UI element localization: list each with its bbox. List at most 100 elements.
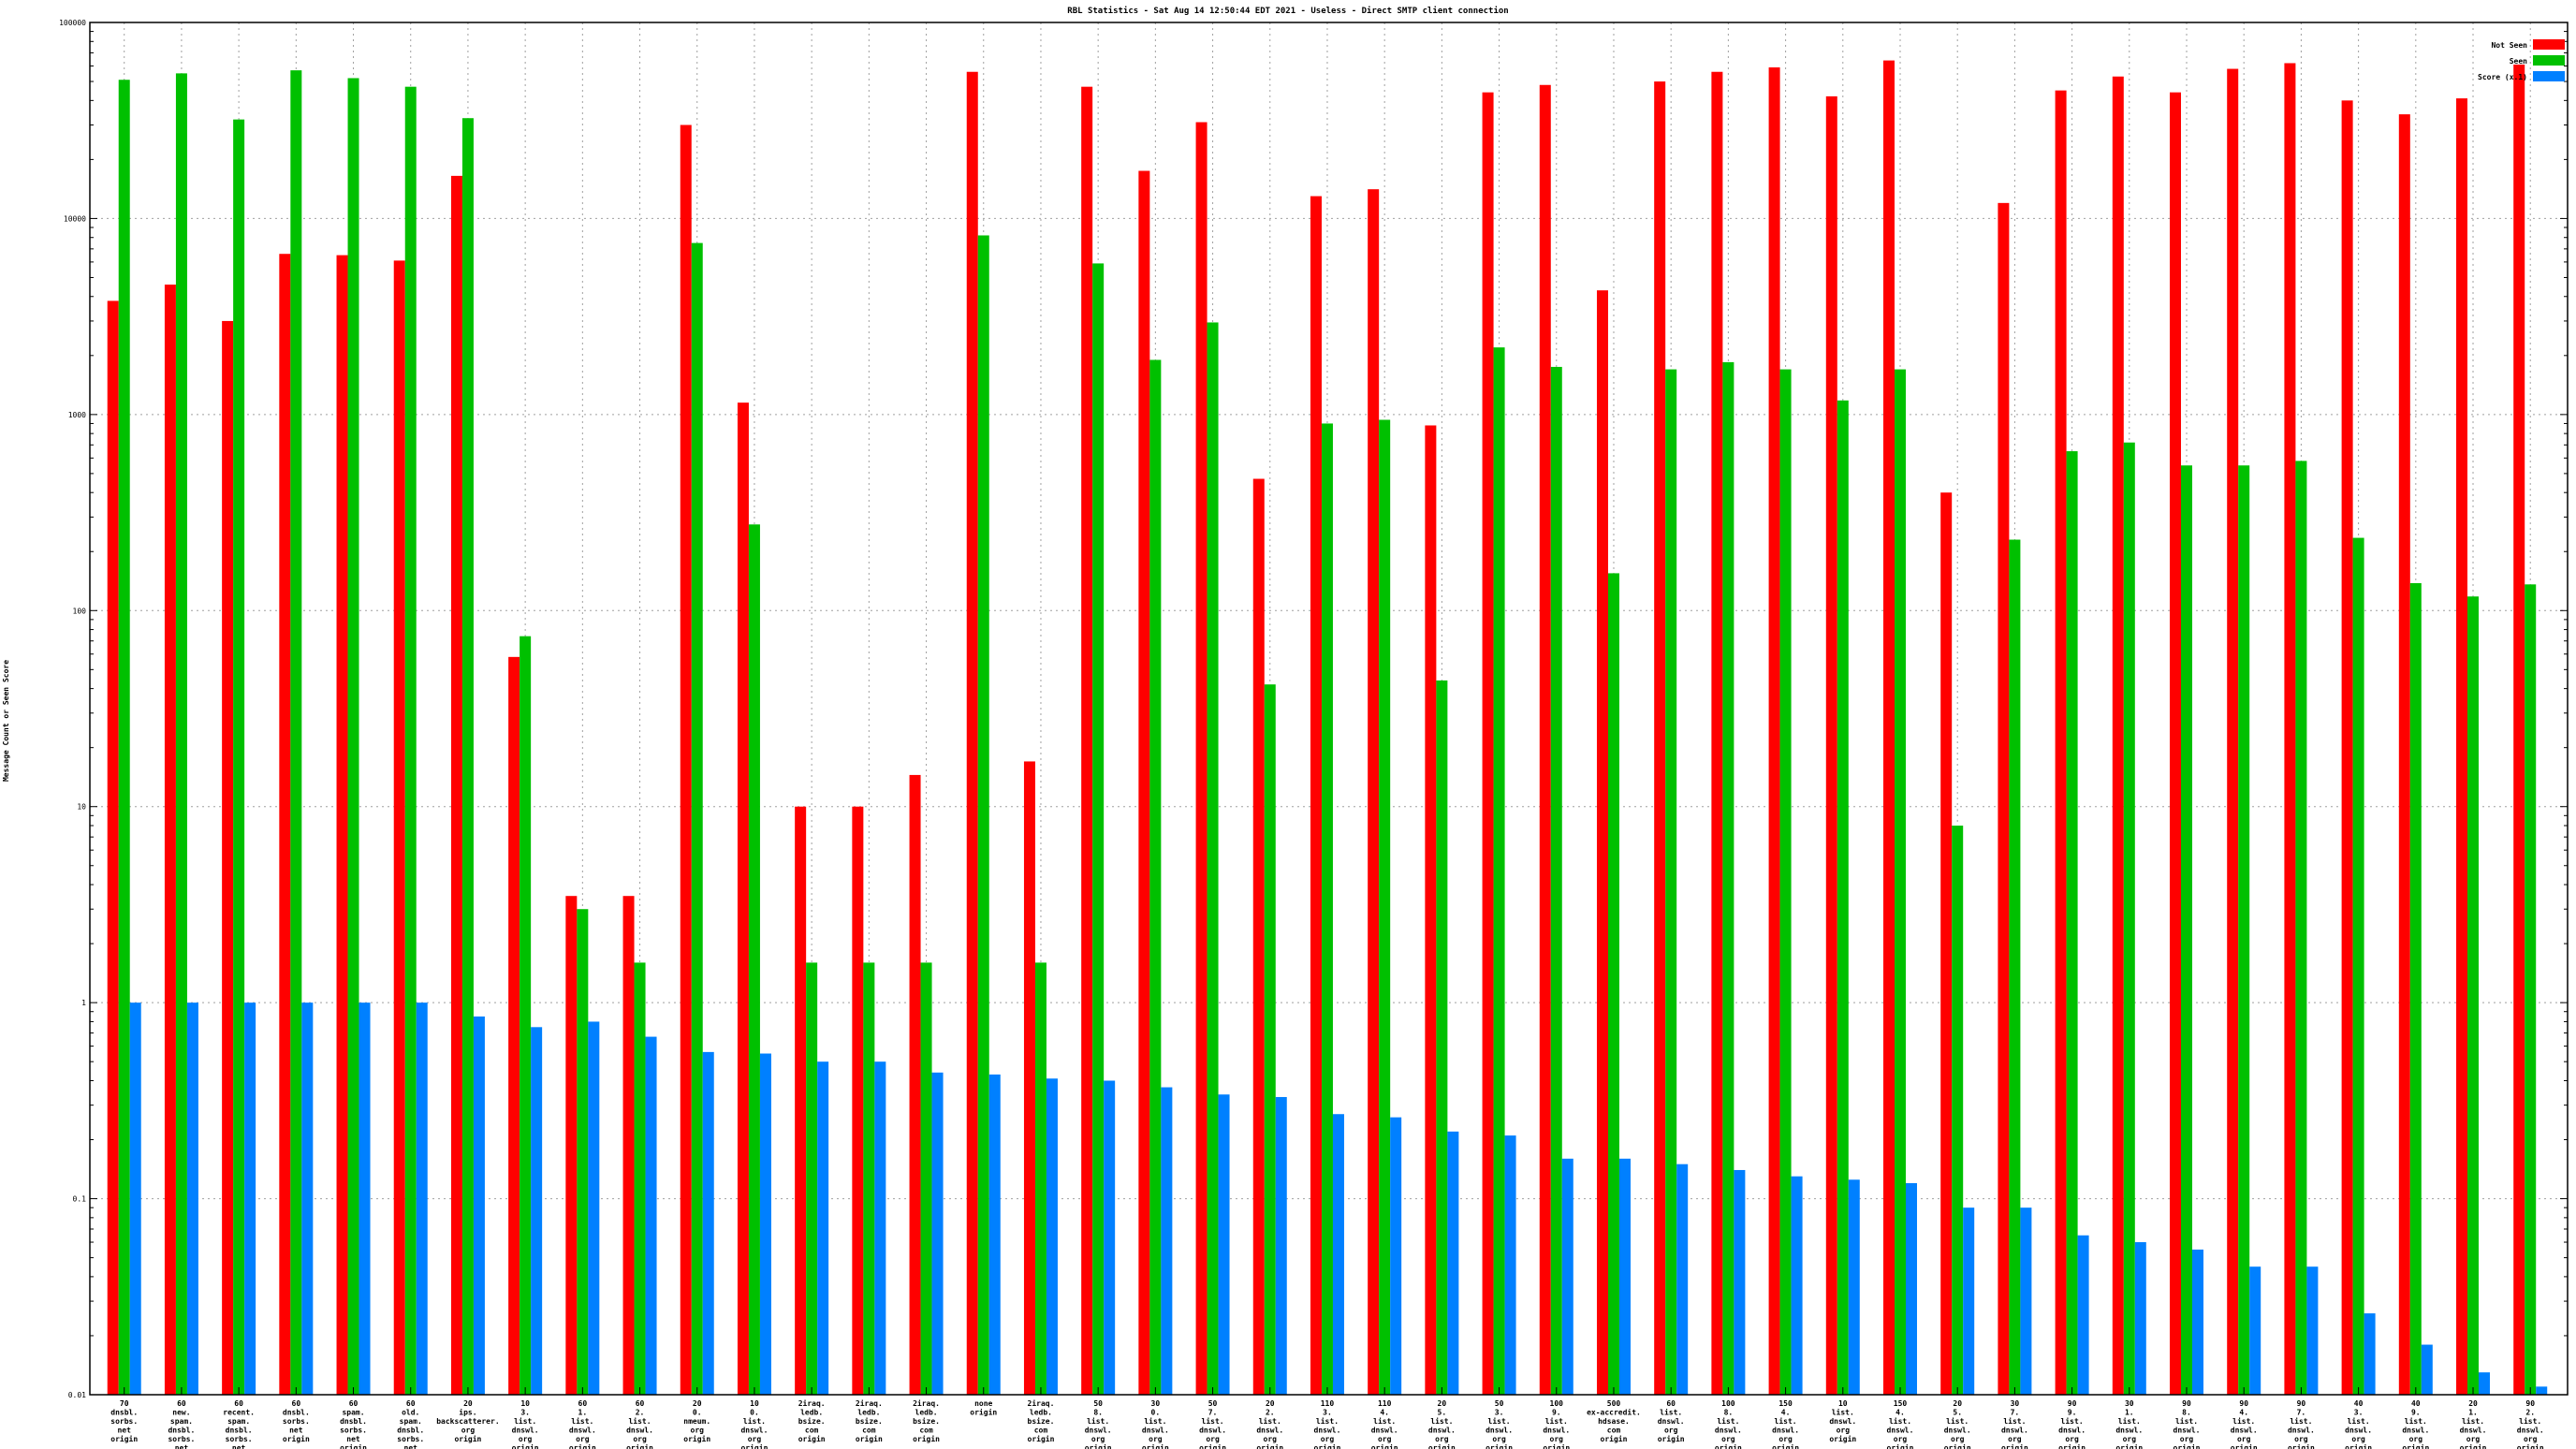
x-category-line: dnswl. bbox=[2402, 1427, 2429, 1435]
bar-not-seen bbox=[565, 896, 578, 1395]
bar-score-x-1 bbox=[2192, 1249, 2204, 1395]
bar-seen bbox=[520, 636, 532, 1395]
x-category-line: org bbox=[1435, 1435, 1449, 1443]
x-category-line: dnswl. bbox=[2231, 1427, 2258, 1435]
bar-not-seen bbox=[1081, 86, 1093, 1395]
x-category-label: 60 dnsbl. sorbs. net origin bbox=[283, 1399, 310, 1443]
bar-not-seen bbox=[107, 300, 119, 1396]
x-category-line: dnswl. bbox=[2345, 1427, 2372, 1435]
x-category-line: org bbox=[1492, 1435, 1506, 1443]
bar-not-seen bbox=[1998, 202, 2010, 1396]
bar-score-x-1 bbox=[2077, 1235, 2089, 1395]
x-category-line: 4. bbox=[1781, 1409, 1791, 1417]
x-category-line: origin bbox=[512, 1443, 539, 1449]
x-category-line: dnswl. bbox=[2058, 1427, 2086, 1435]
x-category-line: list. bbox=[743, 1416, 766, 1426]
x-category-label: 20 2. list. dnswl. org origin bbox=[1256, 1399, 1283, 1449]
bar-not-seen bbox=[737, 402, 749, 1396]
x-category-line: bsize. bbox=[798, 1416, 826, 1426]
x-category-line: 110 bbox=[1321, 1399, 1335, 1408]
bar-seen bbox=[1379, 419, 1391, 1396]
bar-seen bbox=[1607, 573, 1619, 1395]
bar-score-x-1 bbox=[702, 1051, 714, 1395]
bar-not-seen bbox=[2112, 76, 2124, 1396]
x-category-line: origin bbox=[2288, 1443, 2315, 1449]
bar-score-x-1 bbox=[1905, 1182, 1917, 1395]
x-category-line: 2iraq. bbox=[798, 1398, 826, 1408]
x-category-line: net bbox=[289, 1427, 303, 1435]
x-category-line: 50 bbox=[1093, 1399, 1103, 1408]
x-category-line: list. bbox=[1316, 1416, 1339, 1426]
x-category-line: net bbox=[232, 1444, 246, 1449]
x-category-line: 20 bbox=[693, 1399, 702, 1408]
x-category-line: sorbs. bbox=[110, 1417, 138, 1426]
bar-seen bbox=[2181, 465, 2193, 1395]
y-tick-label: 100000 bbox=[59, 19, 86, 27]
bar-not-seen bbox=[222, 320, 234, 1395]
x-category-line: dnswl. bbox=[1486, 1427, 1513, 1435]
x-category-line: list. bbox=[1430, 1416, 1453, 1426]
x-category-line: 30 bbox=[2011, 1399, 2020, 1408]
bar-not-seen bbox=[852, 806, 864, 1395]
x-category-line: list. bbox=[1889, 1416, 1911, 1426]
y-tick-label: 100 bbox=[73, 607, 87, 615]
bar-not-seen bbox=[279, 254, 291, 1396]
x-category-line: list. bbox=[2348, 1416, 2370, 1426]
bar-seen bbox=[2238, 465, 2250, 1395]
bar-not-seen bbox=[622, 896, 635, 1395]
x-category-line: com bbox=[1607, 1427, 1621, 1435]
x-category-line: origin bbox=[1314, 1443, 1341, 1449]
x-category-line: 50 bbox=[1208, 1399, 1218, 1408]
bar-not-seen bbox=[1825, 95, 1837, 1396]
x-category-line: list. bbox=[1660, 1408, 1682, 1417]
x-category-line: 150 bbox=[1778, 1399, 1793, 1408]
x-category-line: 110 bbox=[1378, 1399, 1392, 1408]
x-category-line: origin bbox=[2174, 1443, 2201, 1449]
bar-seen bbox=[2467, 596, 2480, 1395]
bar-score-x-1 bbox=[1046, 1078, 1058, 1395]
bar-not-seen bbox=[2284, 63, 2296, 1395]
x-category-line: list. bbox=[1717, 1416, 1739, 1426]
x-category-line: 3. bbox=[1495, 1409, 1504, 1417]
bar-score-x-1 bbox=[1275, 1096, 1287, 1395]
x-category-line: origin bbox=[1085, 1443, 1112, 1449]
x-category-label: 10 list. dnswl. org origin bbox=[1829, 1399, 1856, 1443]
y-tick-label: 10 bbox=[77, 803, 86, 812]
x-category-line: dnsbl. bbox=[340, 1417, 367, 1426]
bar-score-x-1 bbox=[186, 1003, 198, 1395]
x-category-line: origin bbox=[2115, 1443, 2143, 1449]
x-category-line: origin bbox=[1256, 1443, 1283, 1449]
bar-score-x-1 bbox=[1447, 1131, 1459, 1395]
x-category-line: list. bbox=[2290, 1416, 2312, 1426]
x-category-line: dnswl. bbox=[1658, 1417, 1685, 1426]
x-category-line: sorbs. bbox=[397, 1435, 424, 1443]
legend-swatch bbox=[2533, 55, 2565, 66]
x-category-line: origin bbox=[1715, 1443, 1742, 1449]
x-category-line: list. bbox=[2462, 1416, 2484, 1426]
x-category-line: origin bbox=[2231, 1443, 2258, 1449]
x-category-line: dnswl. bbox=[569, 1427, 596, 1435]
x-category-line: dnswl. bbox=[1199, 1427, 1226, 1435]
x-category-label: 90 4. list. dnswl. org origin bbox=[2231, 1399, 2258, 1449]
bar-score-x-1 bbox=[2249, 1266, 2261, 1395]
x-category-label: 30 7. list. dnswl. org origin bbox=[2001, 1399, 2028, 1449]
bar-seen bbox=[1092, 263, 1105, 1395]
x-category-line: 60 bbox=[406, 1399, 416, 1408]
y-tick-label: 10000 bbox=[64, 214, 86, 223]
x-category-line: com bbox=[1034, 1427, 1048, 1435]
x-category-line: ips. bbox=[459, 1408, 476, 1417]
x-category-line: org bbox=[1664, 1427, 1678, 1435]
x-category-label: 20 ips. backscatterer. org origin bbox=[436, 1399, 499, 1443]
bar-score-x-1 bbox=[531, 1027, 543, 1395]
bar-score-x-1 bbox=[416, 1003, 428, 1395]
x-category-line: dnswl. bbox=[1887, 1427, 1914, 1435]
y-tick-label: 1 bbox=[81, 999, 86, 1007]
x-category-label: 90 9. list. dnswl. org origin bbox=[2058, 1399, 2086, 1449]
x-category-line: 9. bbox=[2068, 1409, 2077, 1417]
x-category-line: origin bbox=[569, 1443, 596, 1449]
x-category-line: 60 bbox=[234, 1399, 243, 1408]
x-category-line: origin bbox=[1944, 1443, 1971, 1449]
x-category-line: org bbox=[633, 1435, 647, 1443]
x-category-label: 90 2. list. dnswl. org origin bbox=[2517, 1399, 2544, 1449]
